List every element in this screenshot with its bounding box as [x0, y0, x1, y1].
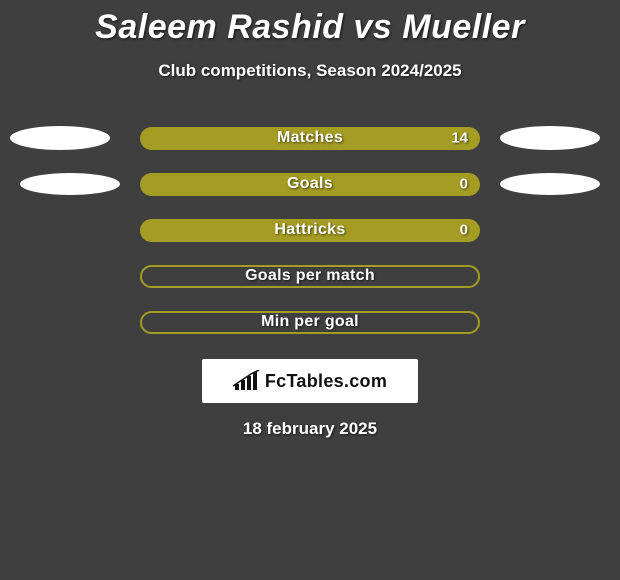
bars-icon	[233, 370, 261, 392]
left-oval-icon	[10, 126, 110, 150]
logo: FcTables.com	[233, 370, 387, 392]
stat-value: 14	[451, 130, 468, 147]
stat-row-goals: Goals 0	[0, 161, 620, 207]
stat-row-matches: Matches 14	[0, 115, 620, 161]
stat-bar: Min per goal	[140, 311, 480, 334]
stat-rows: Matches 14 Goals 0 Hattricks 0 Goals per…	[0, 115, 620, 345]
stat-label: Hattricks	[274, 221, 345, 239]
stat-label: Matches	[277, 129, 343, 147]
logo-text: FcTables.com	[265, 371, 387, 392]
stat-value: 0	[460, 222, 468, 239]
date-text: 18 february 2025	[0, 419, 620, 439]
stat-bar: Matches 14	[140, 127, 480, 150]
logo-box: FcTables.com	[202, 359, 418, 403]
stat-label: Goals	[287, 175, 333, 193]
stat-bar: Hattricks 0	[140, 219, 480, 242]
stat-row-hattricks: Hattricks 0	[0, 207, 620, 253]
stat-row-min-per-goal: Min per goal	[0, 299, 620, 345]
page-subtitle: Club competitions, Season 2024/2025	[0, 61, 620, 81]
right-oval-icon	[500, 173, 600, 195]
page-root: Saleem Rashid vs Mueller Club competitio…	[0, 0, 620, 580]
stat-row-goals-per-match: Goals per match	[0, 253, 620, 299]
stat-bar: Goals 0	[140, 173, 480, 196]
stat-label: Goals per match	[245, 267, 375, 285]
page-title: Saleem Rashid vs Mueller	[0, 0, 620, 47]
stat-label: Min per goal	[261, 313, 359, 331]
stat-bar: Goals per match	[140, 265, 480, 288]
stat-value: 0	[460, 176, 468, 193]
left-oval-icon	[20, 173, 120, 195]
right-oval-icon	[500, 126, 600, 150]
